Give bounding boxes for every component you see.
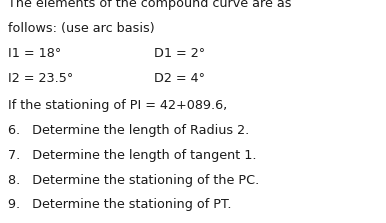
- Text: D1 = 2°: D1 = 2°: [154, 47, 205, 60]
- Text: If the stationing of PI = 42+089.6,: If the stationing of PI = 42+089.6,: [8, 99, 228, 112]
- Text: 9.   Determine the stationing of PT.: 9. Determine the stationing of PT.: [8, 198, 232, 211]
- Text: The elements of the compound curve are as: The elements of the compound curve are a…: [8, 0, 292, 10]
- Text: D2 = 4°: D2 = 4°: [154, 72, 205, 85]
- Text: I1 = 18°: I1 = 18°: [8, 47, 62, 60]
- Text: 6.   Determine the length of Radius 2.: 6. Determine the length of Radius 2.: [8, 124, 250, 137]
- Text: 7.   Determine the length of tangent 1.: 7. Determine the length of tangent 1.: [8, 149, 257, 162]
- Text: follows: (use arc basis): follows: (use arc basis): [8, 22, 155, 35]
- Text: I2 = 23.5°: I2 = 23.5°: [8, 72, 74, 85]
- Text: 8.   Determine the stationing of the PC.: 8. Determine the stationing of the PC.: [8, 174, 260, 187]
